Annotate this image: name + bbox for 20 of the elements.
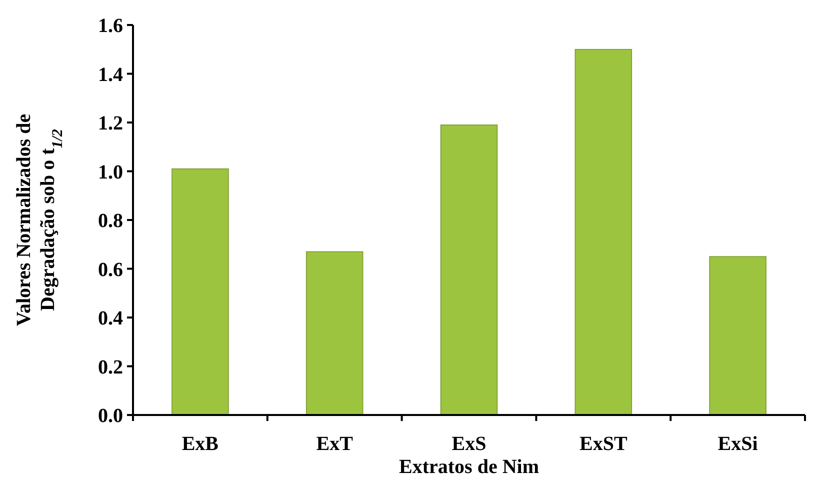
y-tick-label: 0.8 xyxy=(98,210,123,232)
y-tick-label: 0.2 xyxy=(98,356,123,378)
x-tick-label: ExSi xyxy=(718,433,758,455)
bar xyxy=(172,168,229,416)
x-tick-label: ExT xyxy=(316,433,354,455)
y-tick-label: 1.2 xyxy=(98,112,123,134)
bar xyxy=(440,124,498,416)
y-tick-label: 1.4 xyxy=(98,64,123,86)
y-tick-label: 1.6 xyxy=(98,15,123,37)
bar xyxy=(709,256,766,416)
y-tick-label: 0.0 xyxy=(98,405,123,427)
x-tick-label: ExST xyxy=(579,433,628,455)
y-tick-label: 0.4 xyxy=(98,308,123,330)
x-tick-label: ExS xyxy=(452,433,486,455)
x-axis-title: Extratos de Nim xyxy=(399,456,540,478)
x-tick-label: ExB xyxy=(182,433,219,455)
bar xyxy=(306,251,364,416)
y-tick-label: 0.6 xyxy=(98,258,123,281)
y-tick-label: 1.0 xyxy=(98,161,123,184)
bar xyxy=(574,48,632,416)
